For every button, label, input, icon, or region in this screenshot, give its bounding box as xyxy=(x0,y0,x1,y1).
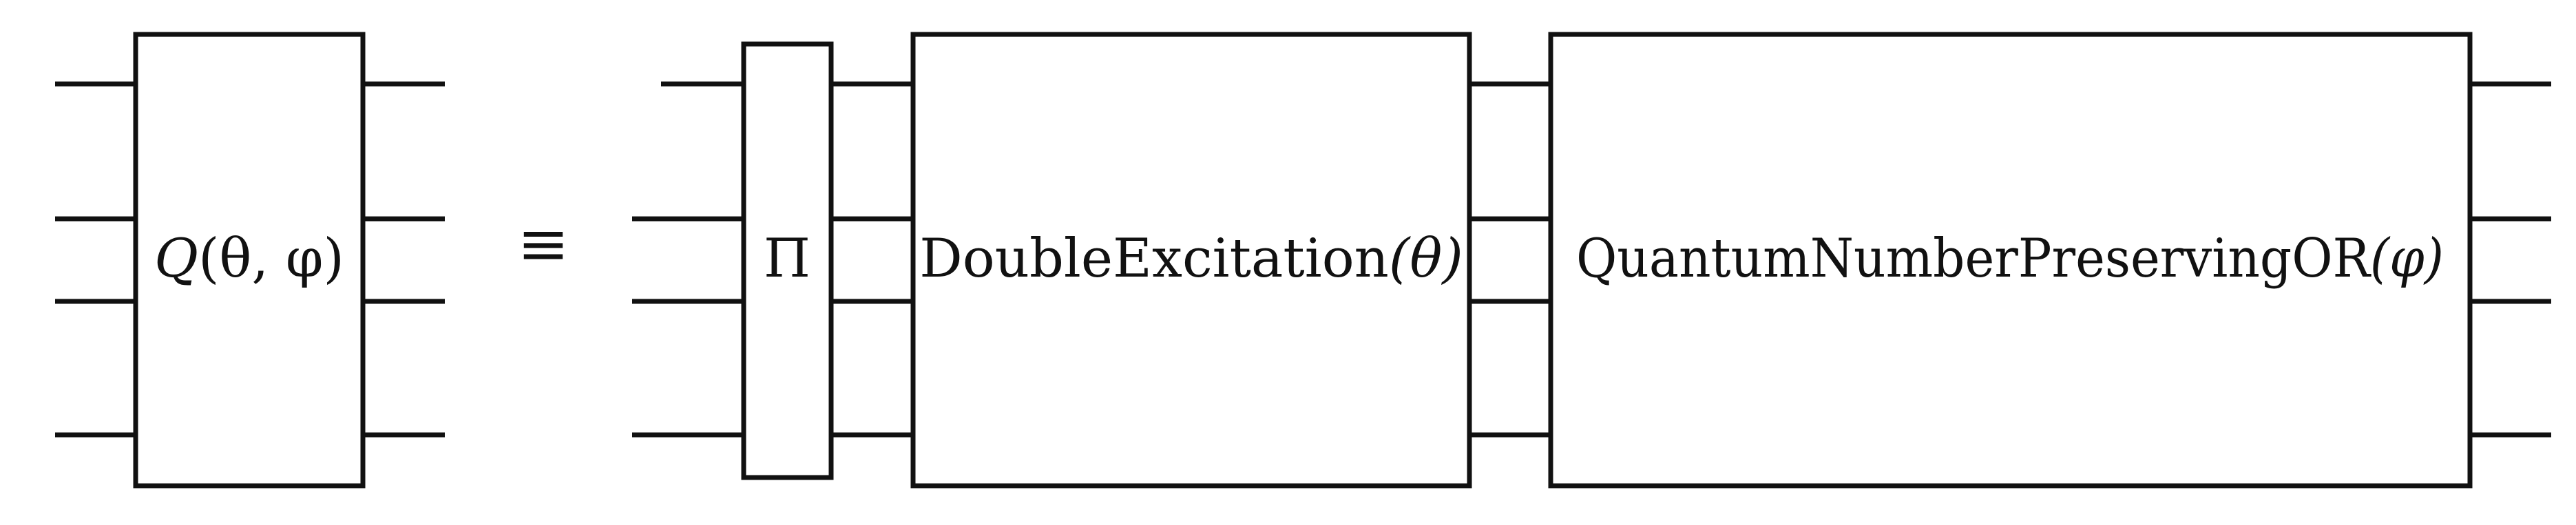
q-gate-label: Q(θ, φ) xyxy=(154,228,344,290)
qnp-or-gate-label: QuantumNumberPreservingOR(φ) xyxy=(1576,228,2444,290)
lhs-wires xyxy=(55,81,445,438)
q-gate-box xyxy=(133,32,366,489)
q-gate-args: (θ, φ) xyxy=(198,228,344,290)
double-excitation-gate-label: DoubleExcitation(θ) xyxy=(919,228,1463,290)
qnp-or-name: QuantumNumberPreservingOR xyxy=(1576,228,2371,290)
double-excitation-gate-box xyxy=(910,32,1472,489)
q-gate-name: Q xyxy=(154,228,198,290)
rhs-wires xyxy=(632,81,2551,438)
pi-gate-label: Π xyxy=(764,228,810,290)
double-excitation-arg: (θ) xyxy=(1389,228,1463,290)
qnp-or-arg: (φ) xyxy=(2370,228,2444,290)
pi-gate-box xyxy=(741,41,834,480)
qnp-or-gate-box xyxy=(1548,32,2473,489)
equivalence-symbol: ≡ xyxy=(517,208,569,280)
double-excitation-name: DoubleExcitation xyxy=(919,228,1389,290)
